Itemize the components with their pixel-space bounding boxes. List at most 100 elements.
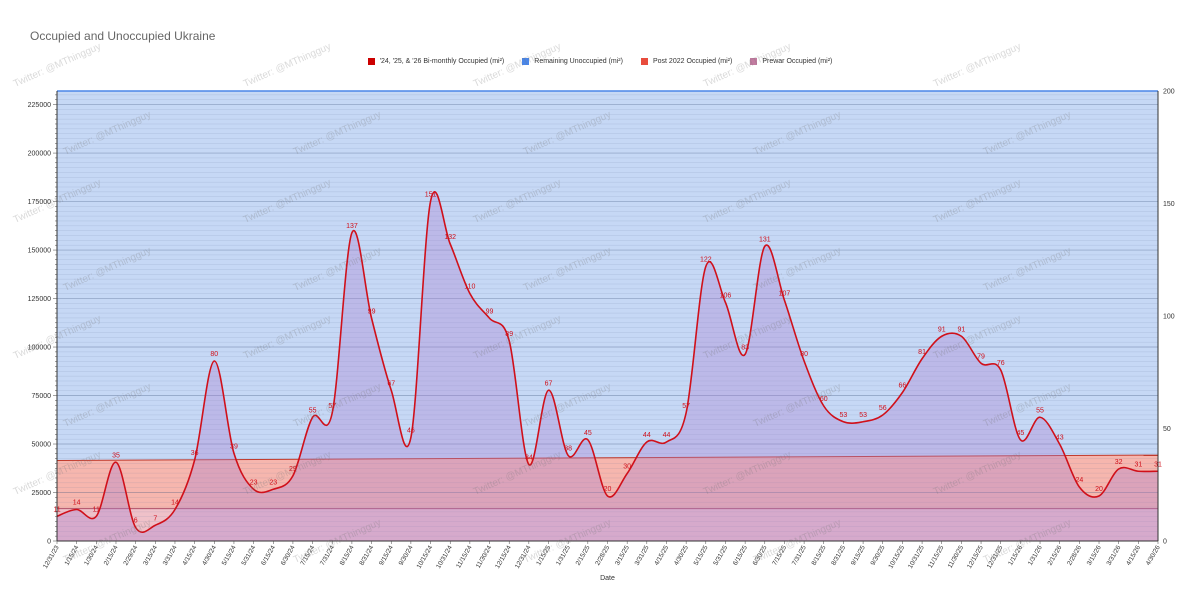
- x-tick-label: 10/31/25: [907, 544, 926, 570]
- data-label: 7: [153, 515, 157, 522]
- x-axis-label: Date: [600, 575, 615, 582]
- y-tick-label: 75000: [32, 393, 52, 400]
- x-tick-label: 4/30/25: [673, 544, 690, 567]
- data-label: 35: [112, 452, 120, 459]
- legend-label-bimonthly: '24, '25, & '26 Bi-monthly Occupied (mi²…: [379, 58, 505, 65]
- x-tick-label: 7/31/25: [791, 544, 808, 567]
- x-tick-label: 6/30/24: [280, 544, 297, 567]
- x-tick-label: 10/15/24: [416, 544, 435, 570]
- x-tick-label: 3/31/25: [634, 544, 651, 567]
- x-tick-label: 8/15/25: [811, 544, 828, 567]
- data-label: 89: [505, 331, 513, 338]
- x-tick-label: 6/15/24: [260, 544, 277, 567]
- x-tick-label: 6/30/25: [752, 544, 769, 567]
- x-tick-label: 11/15/25: [927, 544, 946, 569]
- x-tick-label: 1/15/24: [63, 544, 80, 567]
- data-label: 80: [210, 351, 218, 358]
- data-label: 6: [134, 518, 138, 525]
- y-axis-ticks: 0 25000 50000 75000 100000 125000 150000 175000…: [28, 89, 1175, 546]
- data-label: 67: [387, 380, 395, 387]
- x-tick-label: 5/31/25: [712, 544, 729, 567]
- y-tick-label: 100000: [28, 345, 51, 352]
- post-2022-top-line: [56, 454, 1159, 462]
- y-tick-label: 125000: [28, 296, 51, 303]
- x-tick-label: 4/15/25: [653, 544, 670, 567]
- x-tick-label: 5/15/24: [221, 544, 238, 567]
- data-label: 39: [230, 443, 238, 450]
- data-label: 24: [1075, 477, 1083, 484]
- x-tick-label: 4/15/24: [181, 544, 198, 567]
- y-tick-label: 225000: [28, 102, 51, 109]
- data-label: 20: [604, 486, 612, 493]
- x-tick-label: 4/30/24: [201, 544, 218, 567]
- data-label: 43: [1056, 434, 1064, 441]
- x-tick-label: 8/15/24: [339, 544, 356, 567]
- x-tick-label: 1/15/26: [1007, 544, 1024, 567]
- data-label: 53: [859, 412, 867, 419]
- area-prewar-occupied: [57, 508, 1158, 541]
- x-tick-label: 12/15/25: [966, 544, 985, 570]
- x-tick-label: 10/15/25: [887, 544, 906, 570]
- x-tick-label: 11/15/24: [455, 544, 474, 569]
- x-tick-label: 1/31/25: [555, 544, 572, 567]
- legend-item-post2022[interactable]: Post 2022 Occupied (mi²): [640, 58, 733, 65]
- data-label: 14: [73, 500, 81, 507]
- x-tick-label: 11/30/24: [475, 544, 494, 569]
- data-label: 81: [918, 349, 926, 356]
- data-label: 20: [1095, 486, 1103, 493]
- data-label: 137: [346, 223, 358, 230]
- x-tick-label: 12/31/23: [42, 544, 61, 570]
- legend-item-prewar[interactable]: Prewar Occupied (mi²): [750, 58, 832, 65]
- data-label: 91: [957, 326, 965, 333]
- data-label: 99: [486, 308, 494, 315]
- data-label: 131: [759, 236, 771, 243]
- x-tick-label: 2/29/24: [122, 544, 139, 567]
- y-tick-label: 25000: [32, 490, 52, 497]
- data-label: 34: [525, 455, 533, 462]
- y-tick-label: 175000: [28, 199, 51, 206]
- x-tick-label: 2/28/26: [1066, 544, 1083, 567]
- y-tick-label: 150000: [28, 248, 51, 255]
- area-bimonthly-occupied: [57, 191, 1158, 541]
- x-tick-label: 9/30/24: [398, 544, 415, 567]
- legend: '24, '25, & '26 Bi-monthly Occupied (mi²…: [0, 58, 1200, 65]
- y-tick-label: 50000: [32, 442, 52, 449]
- x-tick-label: 7/31/24: [319, 544, 336, 567]
- data-label: 11: [93, 506, 100, 513]
- x-tick-label: 1/15/25: [535, 544, 552, 567]
- data-label: 83: [741, 344, 749, 351]
- x-tick-label: 3/15/26: [1086, 544, 1103, 567]
- data-label: 36: [191, 450, 199, 457]
- data-label: 53: [840, 412, 848, 419]
- x-tick-label: 10/31/24: [435, 544, 454, 570]
- legend-swatch-post2022: [640, 58, 648, 65]
- data-label: 55: [1036, 407, 1044, 414]
- x-tick-label: 8/31/25: [830, 544, 847, 567]
- data-label: 45: [1016, 430, 1024, 437]
- x-tick-label: 1/31/26: [1027, 544, 1044, 567]
- legend-item-bimonthly[interactable]: '24, '25, & '26 Bi-monthly Occupied (mi²…: [367, 58, 505, 65]
- x-tick-label: 8/31/24: [358, 544, 375, 567]
- x-tick-label: 7/15/24: [299, 544, 316, 567]
- data-label: 110: [464, 284, 475, 291]
- x-tick-label: 2/15/25: [575, 544, 592, 567]
- legend-label-unoccupied: Remaining Unoccupied (mi²): [534, 58, 623, 65]
- x-tick-label: 5/15/25: [693, 544, 710, 567]
- x-tick-label: 5/31/24: [240, 544, 257, 567]
- data-label: 56: [879, 405, 887, 412]
- x-tick-label: 9/15/24: [378, 544, 395, 567]
- x-tick-label: 3/15/24: [142, 544, 159, 567]
- y2-tick-label: 0: [1163, 539, 1167, 546]
- y2-tick-label: 200: [1163, 89, 1175, 96]
- legend-label-post2022: Post 2022 Occupied (mi²): [652, 58, 733, 65]
- data-label: 45: [584, 430, 592, 437]
- data-label: 31: [1134, 461, 1142, 468]
- x-tick-label: 7/15/25: [771, 544, 788, 567]
- x-tick-label: 6/15/25: [732, 544, 749, 567]
- data-label: 151: [425, 191, 437, 198]
- data-label: 57: [328, 403, 336, 410]
- legend-swatch-prewar: [750, 58, 758, 65]
- x-tick-label: 3/31/26: [1106, 544, 1123, 567]
- legend-label-prewar: Prewar Occupied (mi²): [762, 58, 833, 65]
- legend-item-unoccupied[interactable]: Remaining Unoccupied (mi²): [522, 58, 623, 65]
